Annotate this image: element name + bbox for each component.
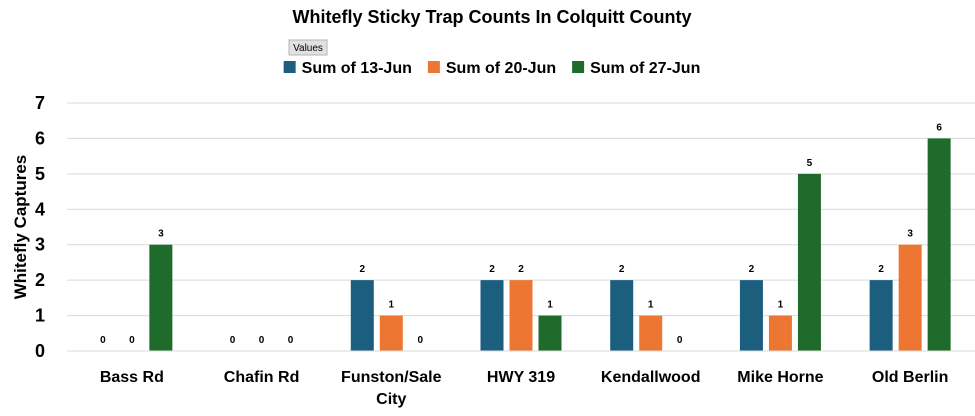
bar-group: 2 2 1 [480,264,562,351]
legend-label: Sum of 20-Jun [446,60,556,77]
data-label: 1 [648,300,654,311]
data-label: 5 [807,158,813,169]
chart-title: Whitefly Sticky Trap Counts In Colquitt … [293,7,692,27]
bar-group: 2 1 0 [610,264,683,351]
data-label: 2 [619,264,625,275]
legend-item: Sum of 13-Jun [283,60,412,77]
bar [350,280,374,351]
bar [509,280,533,351]
data-label: 0 [288,335,294,346]
bar-group: 0 0 0 [230,335,294,346]
values-field-button[interactable]: Values [288,39,328,56]
legend-swatch [283,61,296,73]
data-label: 3 [907,229,913,240]
x-tick-label: Bass Rd [100,369,164,386]
y-tick-label: 5 [35,164,45,184]
y-tick-label: 2 [35,270,45,290]
bar [739,280,763,351]
data-label: 3 [158,229,164,240]
y-tick-label: 7 [35,93,45,113]
bar [379,315,403,351]
legend: Sum of 13-Jun Sum of 20-Jun Sum of 27-Jun [283,60,700,77]
x-tick-label: Chafin Rd [224,369,300,386]
legend-label: Sum of 13-Jun [302,60,412,77]
bar [869,280,893,351]
x-axis: Bass Rd Chafin Rd Funston/Sale City HWY 319 K… [67,350,975,408]
bar-group: 2 1 5 [739,158,821,351]
x-tick-label: Mike Horne [737,369,823,386]
x-tick-label: Funston/Sale City [341,369,442,408]
bar [610,280,634,351]
y-tick-label: 0 [35,341,45,361]
data-label: 0 [259,335,265,346]
y-axis-label: Whitefly Captures [11,155,30,300]
data-label: 2 [518,264,524,275]
bar [639,315,663,351]
bar-group: 0 0 3 [100,229,173,351]
bar [480,280,504,351]
data-label: 1 [389,300,395,311]
bar-group: 2 1 0 [350,264,424,351]
bar [898,244,922,351]
y-tick-label: 3 [35,235,45,255]
data-label: 1 [547,300,553,311]
data-label: 2 [489,264,495,275]
bar [538,315,562,351]
legend-label: Sum of 27-Jun [590,60,700,77]
y-tick-label: 1 [35,306,45,326]
values-field-button-label: Values [293,43,323,54]
x-tick-label: HWY 319 [487,369,555,386]
data-label: 0 [129,335,135,346]
legend-item: Sum of 27-Jun [572,60,700,77]
bar [768,315,792,351]
y-tick-label: 6 [35,128,45,148]
data-label: 0 [100,335,106,346]
bar-group: 2 3 6 [869,122,951,351]
bar [797,173,821,351]
legend-swatch [427,61,440,73]
y-tick-label: 4 [35,199,45,219]
data-label: 1 [778,300,784,311]
x-tick-label: Kendallwood [601,369,701,386]
bar [149,244,173,351]
data-label: 6 [936,122,942,133]
data-label: 0 [230,335,236,346]
bar [927,138,951,351]
legend-swatch [572,61,585,73]
data-label: 2 [749,264,755,275]
legend-item: Sum of 20-Jun [427,60,556,77]
x-tick-label: Old Berlin [872,369,948,386]
data-label: 0 [418,335,424,346]
data-label: 2 [360,264,366,275]
data-label: 0 [677,335,683,346]
data-label: 2 [878,264,884,275]
bars: 0 0 3 0 0 0 2 1 0 2 2 1 2 1 0 2 1 5 2 3 6 [100,122,951,351]
y-axis: 0 1 2 3 4 5 6 7 [35,93,45,361]
